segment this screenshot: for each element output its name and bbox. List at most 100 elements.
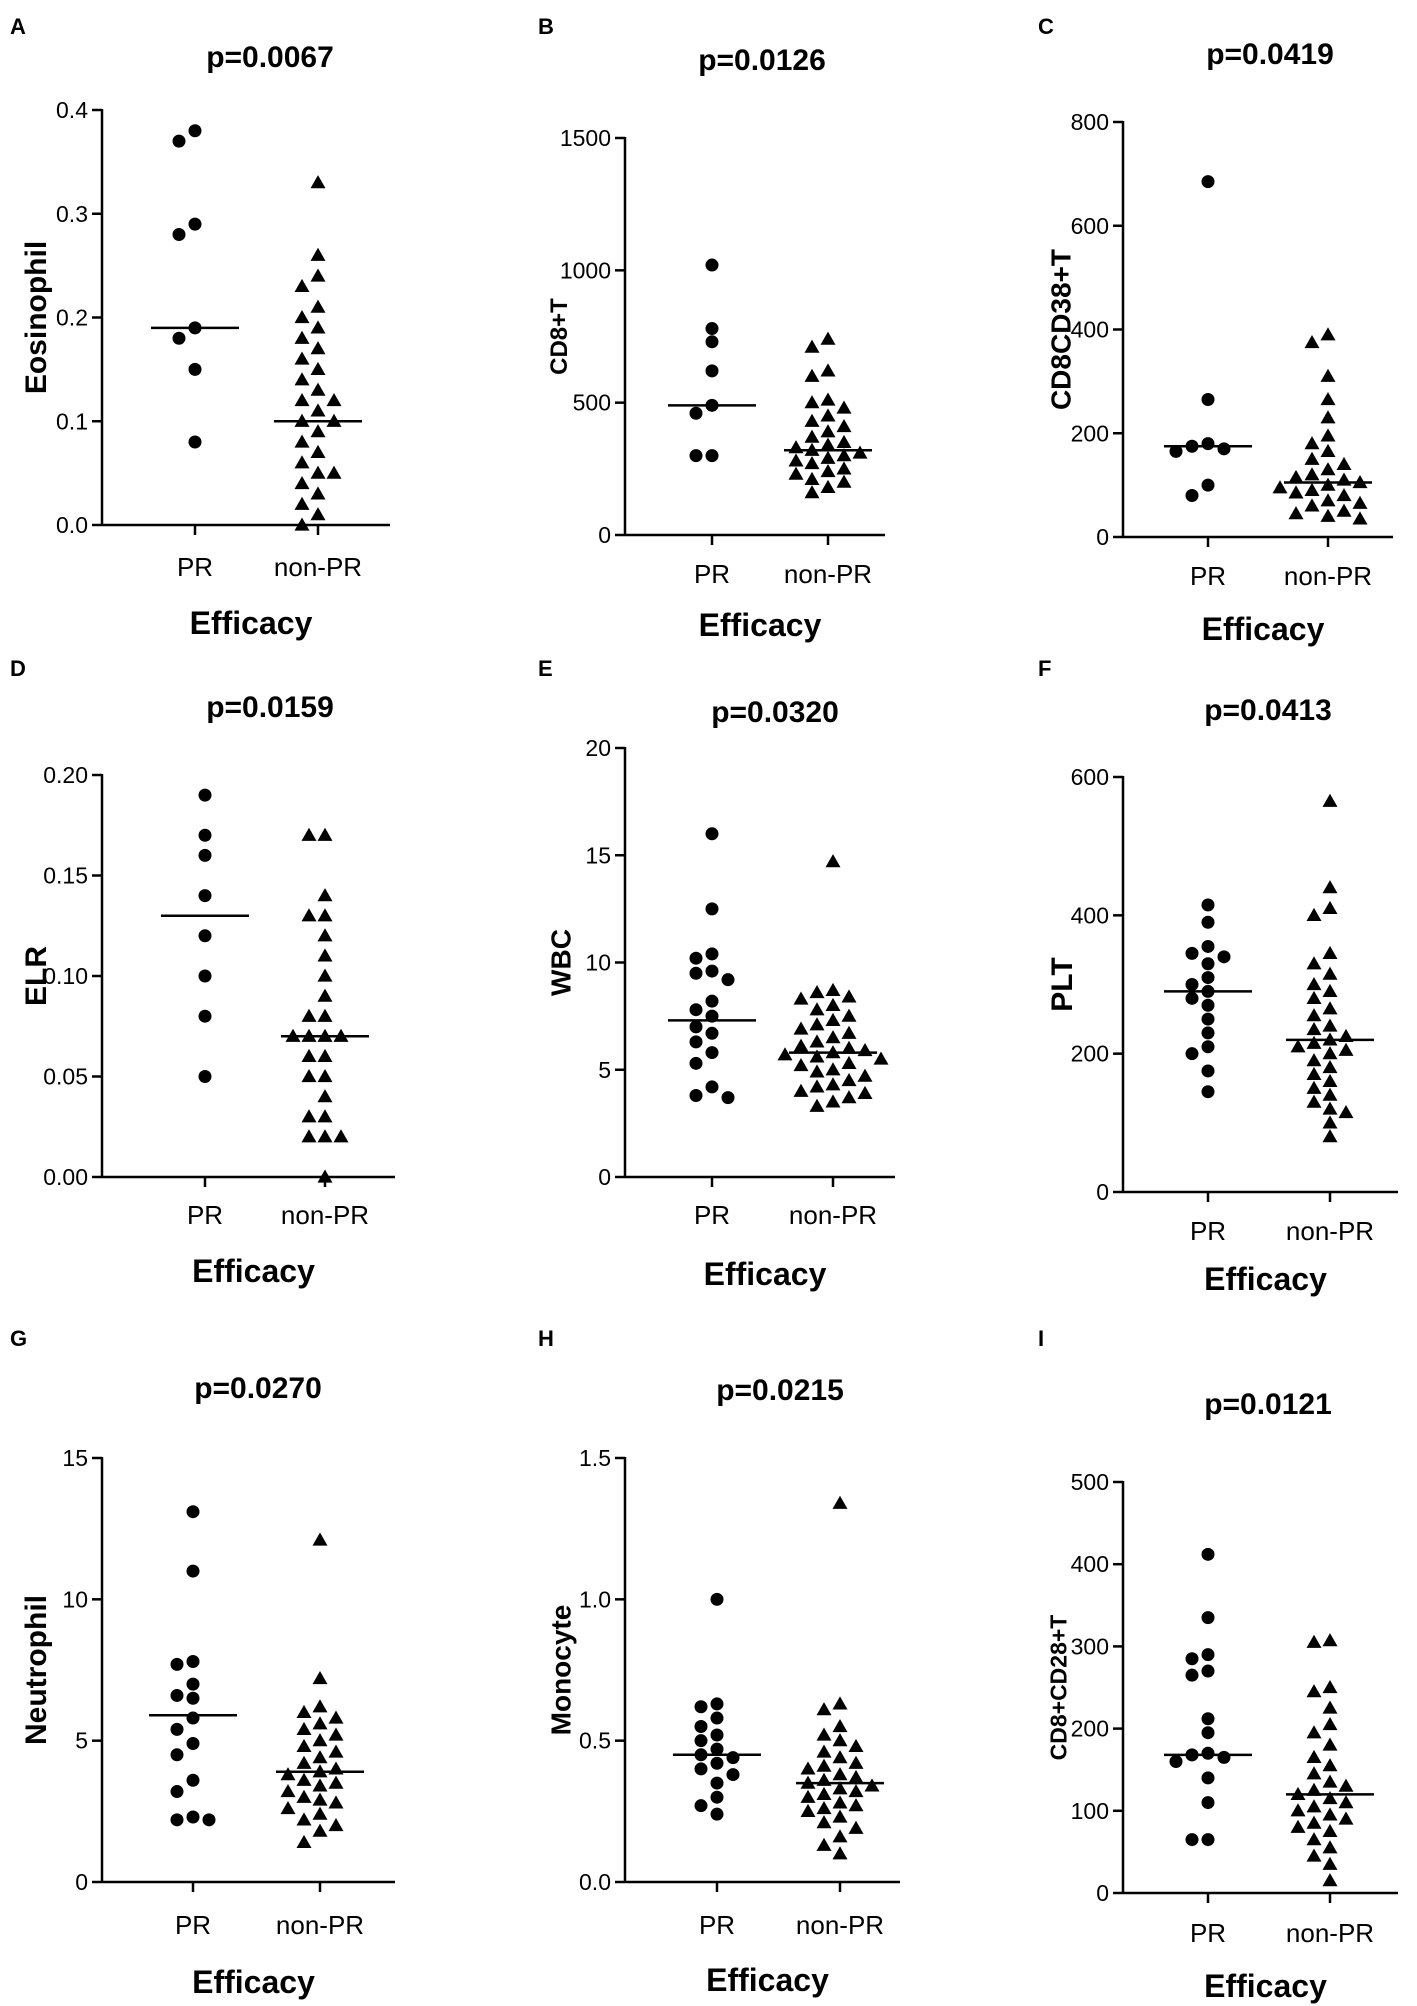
data-point-pr xyxy=(726,1751,740,1765)
y-tick-label: 300 xyxy=(1071,1633,1109,1659)
y-tick-label: 5 xyxy=(75,1728,88,1754)
data-point-non-pr xyxy=(328,1727,344,1741)
data-point-non-pr xyxy=(317,1169,333,1183)
data-point-non-pr xyxy=(296,1721,312,1735)
data-point-non-pr xyxy=(1336,456,1352,470)
data-point-non-pr xyxy=(800,1803,816,1817)
data-point-non-pr xyxy=(1338,1795,1354,1809)
panel-a: Ap=0.0067 0.0 0.1 0.2 0.3 0.4 PR non-PR Efficacy… xyxy=(10,14,390,641)
y-tick-label: 10 xyxy=(585,950,611,976)
data-point-non-pr xyxy=(312,1532,328,1546)
data-point-pr xyxy=(1201,1833,1215,1847)
data-point-non-pr xyxy=(836,400,852,414)
data-point-non-pr xyxy=(1306,1749,1322,1763)
y-tick-label: 0.20 xyxy=(43,762,88,788)
data-point-pr xyxy=(689,966,703,980)
y-axis-label: CD8+T xyxy=(546,298,573,375)
data-point-non-pr xyxy=(832,1696,848,1710)
data-point-non-pr xyxy=(1306,1035,1322,1049)
data-point-non-pr xyxy=(312,1716,328,1730)
data-point-non-pr xyxy=(312,1792,328,1806)
data-point-non-pr xyxy=(1352,495,1368,509)
data-point-non-pr xyxy=(1306,1008,1322,1022)
data-point-non-pr xyxy=(1322,945,1338,959)
data-point-non-pr xyxy=(301,1008,317,1022)
data-point-non-pr xyxy=(1322,983,1338,998)
data-point-non-pr xyxy=(1290,1803,1306,1817)
data-point-non-pr xyxy=(1322,966,1338,980)
y-axis-label: CD8CD38+T xyxy=(1045,249,1076,410)
data-point-non-pr xyxy=(1322,900,1338,915)
data-point-pr xyxy=(705,322,719,336)
data-point-pr xyxy=(1201,1026,1215,1040)
panel-letter: B xyxy=(538,14,554,39)
y-tick-label: 0 xyxy=(75,1869,88,1895)
panel-d: Dp=0.0159 0.00 0.05 0.10 0.15 0.20 PR non-PR Eff… xyxy=(10,656,395,1289)
data-point-non-pr xyxy=(841,1090,857,1104)
data-point-pr xyxy=(710,1592,724,1606)
data-point-pr xyxy=(186,1505,200,1519)
data-point-non-pr xyxy=(1320,392,1336,406)
data-point-pr xyxy=(1201,1712,1215,1726)
data-point-non-pr xyxy=(312,1670,328,1685)
data-point-non-pr xyxy=(1320,477,1336,491)
data-point-non-pr xyxy=(793,1038,809,1052)
data-point-non-pr xyxy=(312,1823,328,1837)
data-point-pr xyxy=(694,1720,708,1734)
data-point-pr xyxy=(1201,915,1215,929)
y-tick-label: 200 xyxy=(1071,420,1109,446)
data-point-non-pr xyxy=(1322,1807,1338,1821)
data-point-pr xyxy=(188,217,202,231)
data-point-non-pr xyxy=(1290,1819,1306,1833)
data-point-non-pr xyxy=(310,361,326,375)
data-point-non-pr xyxy=(301,1129,317,1143)
data-point-non-pr xyxy=(1306,1080,1322,1094)
panel-letter: I xyxy=(1038,1326,1044,1351)
data-point-pr xyxy=(710,1756,724,1770)
data-point-non-pr xyxy=(848,1738,864,1752)
data-point-non-pr xyxy=(310,320,326,334)
data-point-non-pr xyxy=(1322,880,1338,894)
data-point-pr xyxy=(188,362,202,376)
data-point-non-pr xyxy=(816,1815,832,1829)
data-point-non-pr xyxy=(1320,493,1336,507)
data-point-non-pr xyxy=(310,403,326,417)
data-point-non-pr xyxy=(310,299,326,313)
x-axis-label: Efficacy xyxy=(190,605,313,641)
data-point-pr xyxy=(694,1700,708,1714)
y-tick-label: 0.0 xyxy=(579,1869,611,1895)
data-point-pr xyxy=(710,1697,724,1711)
data-point-pr xyxy=(198,969,212,983)
data-point-non-pr xyxy=(294,330,310,344)
data-point-pr xyxy=(1201,175,1215,189)
data-point-non-pr xyxy=(317,1048,333,1063)
data-point-non-pr xyxy=(1336,503,1352,517)
x-tick-label: PR xyxy=(187,1200,223,1230)
panel-h: Hp=0.0215 0.0 0.5 1.0 1.5 PR non-PR Efficacy Mon… xyxy=(538,1326,900,1998)
y-axis-label: WBC xyxy=(545,929,576,996)
panel-letter: D xyxy=(10,656,26,681)
y-tick-label: 200 xyxy=(1071,1041,1109,1067)
data-point-non-pr xyxy=(1320,443,1336,458)
data-point-non-pr xyxy=(1322,1001,1338,1015)
x-axis-label: Efficacy xyxy=(1204,1968,1327,2004)
data-point-non-pr xyxy=(1322,1129,1338,1143)
x-tick-label: PR xyxy=(694,1200,730,1230)
data-point-non-pr xyxy=(848,1755,864,1769)
data-point-pr xyxy=(198,929,212,943)
y-tick-label: 0.10 xyxy=(43,963,88,989)
data-point-pr xyxy=(689,1035,703,1049)
data-point-non-pr xyxy=(1322,1101,1338,1115)
data-point-non-pr xyxy=(804,413,820,427)
chart-title: p=0.0067 xyxy=(206,41,334,74)
data-point-pr xyxy=(1201,1796,1215,1810)
data-point-non-pr xyxy=(857,1085,873,1099)
data-point-non-pr xyxy=(1322,793,1338,807)
x-tick-label: PR xyxy=(694,559,730,589)
data-point-non-pr xyxy=(280,1784,296,1798)
data-point-pr xyxy=(705,902,719,916)
data-point-non-pr xyxy=(804,471,820,486)
data-point-pr xyxy=(1201,478,1215,492)
data-point-non-pr xyxy=(310,465,326,479)
panel-letter: A xyxy=(10,14,26,39)
